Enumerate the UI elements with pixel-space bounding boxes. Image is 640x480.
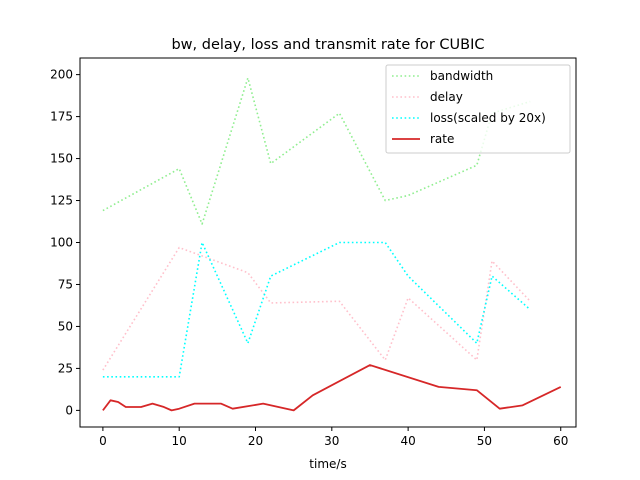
x-tick-label: 40: [400, 434, 415, 448]
x-tick-label: 10: [172, 434, 187, 448]
y-tick-label: 50: [58, 319, 73, 333]
series-line-delay: [102, 246, 531, 371]
legend-label-bandwidth: bandwidth: [430, 69, 493, 83]
y-tick-label: 0: [65, 403, 73, 417]
legend: bandwidth delay loss(scaled by 20x) rate: [385, 64, 571, 154]
y-tick-label: 100: [50, 236, 73, 250]
y-tick-label: 175: [50, 110, 73, 124]
legend-label-rate: rate: [430, 132, 454, 146]
x-tick-label: 0: [99, 434, 107, 448]
series-line-loss-scaled-by-20x: [102, 241, 531, 378]
y-tick-label: 125: [50, 194, 73, 208]
series-line-rate: [102, 364, 562, 412]
legend-box: [385, 64, 571, 154]
y-tick-label: 75: [58, 277, 73, 291]
y-tick-label: 150: [50, 152, 73, 166]
x-tick-label: 50: [477, 434, 492, 448]
chart-title: bw, delay, loss and transmit rate for CU…: [171, 37, 484, 53]
legend-label-delay: delay: [430, 90, 463, 104]
x-axis: 0 10 20 30 40 50 60: [99, 427, 568, 448]
y-tick-label: 200: [50, 68, 73, 82]
y-tick-label: 25: [58, 361, 73, 375]
x-tick-label: 30: [324, 434, 339, 448]
legend-label-loss-scaled-by-20x: loss(scaled by 20x): [430, 111, 546, 125]
x-axis-label: time/s: [309, 457, 346, 471]
x-tick-label: 60: [553, 434, 568, 448]
y-axis: 0 25 50 75 100 125 150 175 200: [50, 68, 80, 417]
x-tick-label: 20: [248, 434, 263, 448]
